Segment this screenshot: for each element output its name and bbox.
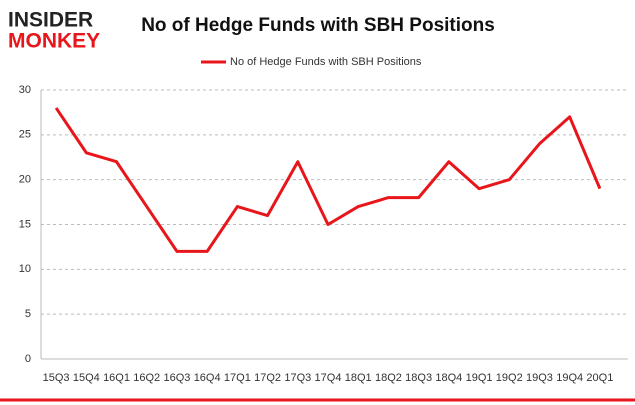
legend-label: No of Hedge Funds with SBH Positions — [230, 56, 422, 68]
x-tick-label: 18Q3 — [405, 372, 432, 384]
y-tick-label: 5 — [25, 308, 31, 320]
x-tick-label: 15Q4 — [73, 372, 100, 384]
y-tick-label: 20 — [19, 174, 31, 186]
x-tick-label: 17Q1 — [224, 372, 251, 384]
x-tick-label: 15Q3 — [43, 372, 70, 384]
y-tick-label: 25 — [19, 129, 31, 141]
x-tick-label: 18Q2 — [375, 372, 402, 384]
x-tick-label: 20Q1 — [586, 372, 613, 384]
x-tick-label: 17Q2 — [254, 372, 281, 384]
y-tick-label: 0 — [25, 353, 31, 365]
y-tick-label: 10 — [19, 263, 31, 275]
brand-line2: MONKEY — [8, 30, 100, 53]
y-tick-label: 15 — [19, 218, 31, 230]
y-tick-label: 30 — [19, 84, 31, 96]
data-line — [54, 107, 602, 253]
brand-line1: INSIDER — [8, 9, 93, 32]
x-tick-label: 19Q3 — [526, 372, 553, 384]
x-tick-label: 16Q2 — [133, 372, 160, 384]
x-tick-label: 17Q3 — [284, 372, 311, 384]
x-tick-label: 16Q3 — [163, 372, 190, 384]
x-tick-label: 19Q4 — [556, 372, 583, 384]
x-tick-label: 17Q4 — [315, 372, 342, 384]
x-tick-label: 18Q1 — [345, 372, 372, 384]
x-tick-label: 19Q2 — [496, 372, 523, 384]
x-tick-label: 19Q1 — [466, 372, 493, 384]
x-tick-label: 16Q4 — [194, 372, 221, 384]
x-tick-label: 16Q1 — [103, 372, 130, 384]
x-tick-label: 18Q4 — [435, 372, 462, 384]
chart-title: No of Hedge Funds with SBH Positions — [141, 15, 495, 36]
